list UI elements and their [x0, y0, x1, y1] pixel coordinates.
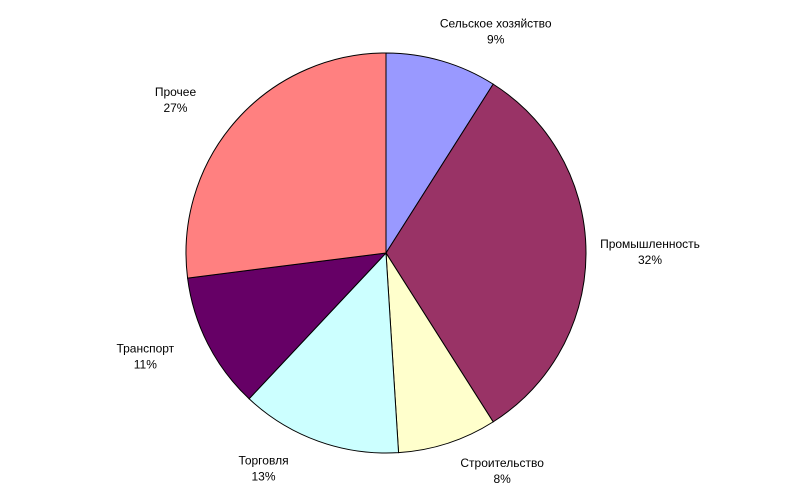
pie-slice [185, 52, 387, 279]
slice-label-name: Строительство [460, 456, 544, 470]
slice-label-name: Промышленность [600, 237, 700, 251]
pie-slice [385, 52, 494, 255]
slice-label-value: 32% [638, 253, 662, 267]
slice-label-name: Сельское хозяйство [440, 16, 552, 30]
slice-label-value: 13% [251, 470, 275, 484]
slice-label-name: Прочее [155, 85, 197, 99]
slice-label-value: 27% [163, 101, 187, 115]
pie-slice [187, 252, 388, 400]
slice-label-name: Торговля [238, 454, 288, 468]
slice-label-value: 8% [493, 472, 511, 486]
slice-label-value: 11% [134, 358, 157, 372]
pie-slice [385, 83, 587, 423]
slice-label-name: Транспорт [116, 342, 174, 356]
slice-label-value: 9% [487, 32, 505, 46]
pie-slice [385, 252, 494, 454]
pie-slice [248, 251, 400, 454]
